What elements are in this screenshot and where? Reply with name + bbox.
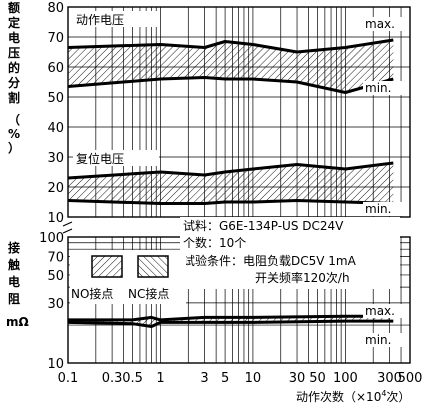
lower-ylabel-char-2: 电 [8,274,20,289]
x-tick-3: 1 [156,371,164,386]
operate-band-max-line [67,38,394,54]
sample-note: 试料：G6E-134P-US DC24V [183,218,344,233]
y-tick-upper-7: 80 [47,1,64,16]
reset-voltage-label: 复位电压 [76,151,124,166]
axis-break-gap [64,218,72,236]
legend-no-label: NO接点 [71,286,113,301]
lower-ylabel-char-3: 阻 [8,291,20,306]
operate-voltage-label: 动作电压 [76,13,124,27]
x-tick-5: 5 [221,371,229,386]
resistance-min-label: min. [365,333,391,347]
y-tick-upper-2: 30 [47,151,64,166]
operate-min-label: min. [365,81,391,95]
y-tick-lower-4: 100 [39,231,64,246]
upper-ylabel-char-2: 电 [8,30,20,45]
y-tick-lower-3: 70 [47,251,64,266]
resistance-band-min-line [67,319,394,328]
y-tick-upper-6: 70 [47,31,64,46]
x-tick-10: 300 [377,371,402,386]
x-tick-9: 100 [333,371,358,386]
x-tick-8: 50 [309,371,326,386]
operate-band-min-line [67,76,394,94]
frequency-note: 开关频率120次/h [255,270,350,285]
lower-ylabel-char-0: 接 [8,240,20,255]
y-tick-lower-2: 50 [47,269,64,284]
data-bands [67,38,394,328]
y-tick-upper-0: 10 [47,211,64,226]
upper-yunit-char-1: % [8,127,20,141]
x-tick-0: 0.1 [58,371,79,386]
y-tick-lower-1: 30 [47,297,64,312]
max-min-labels: max. min. min. max. min. [363,17,407,347]
x-tick-6: 10 [245,371,262,386]
upper-ylabel-char-0: 额 [8,0,20,15]
y-tick-upper-5: 60 [47,61,64,76]
resistance-band-max-line [68,314,394,322]
x-tick-7: 30 [289,371,306,386]
count-note: 个数：10个 [183,235,246,250]
lower-y-unit: mΩ [6,315,29,329]
legend-no-swatch [91,255,123,278]
upper-ylabel-char-4: 的 [8,60,20,75]
upper-yunit-char-2: ） [8,140,20,155]
upper-ylabel-char-5: 分 [8,75,20,90]
x-axis-label: 动作次数（×104次） [296,389,410,404]
condition-note: 试验条件：电阻负载DC5V 1mA [183,253,357,268]
x-tick-1: 0.3 [102,371,123,386]
upper-ylabel-char-6: 割 [8,90,20,105]
legend: NO接点 NC接点 [70,250,186,304]
operate-max-label: max. [365,17,395,31]
upper-yunit-char-0: （ [8,112,20,127]
test-conditions: 试料：G6E-134P-US DC24V 个数：10个 试验条件：电阻负载DC5… [180,217,400,289]
upper-ylabel-char-3: 压 [8,46,20,60]
legend-nc-swatch [137,255,169,278]
y-tick-upper-3: 40 [47,121,64,136]
upper-ylabel-char-1: 定 [8,15,20,30]
reset-min-label: min. [365,202,391,216]
x-tick-2: 0.5 [122,371,143,386]
y-tick-lower-0: 10 [47,357,64,372]
lower-ylabel-char-1: 触 [8,257,20,272]
resistance-max-label: max. [365,304,395,318]
axis-break-mark-2 [62,228,73,234]
y-tick-labels: 10 20 30 40 50 60 70 80 10 30 50 70 100 [39,1,64,372]
legend-nc-label: NC接点 [128,286,169,301]
y-tick-upper-4: 50 [47,91,64,106]
y-tick-upper-1: 20 [47,181,64,196]
axis-break-mark-1 [62,221,73,227]
reset-band-min-line [67,199,394,205]
x-tick-11: 500 [398,371,423,386]
reset-band-max-line [67,161,394,180]
x-tick-4: 3 [200,371,208,386]
